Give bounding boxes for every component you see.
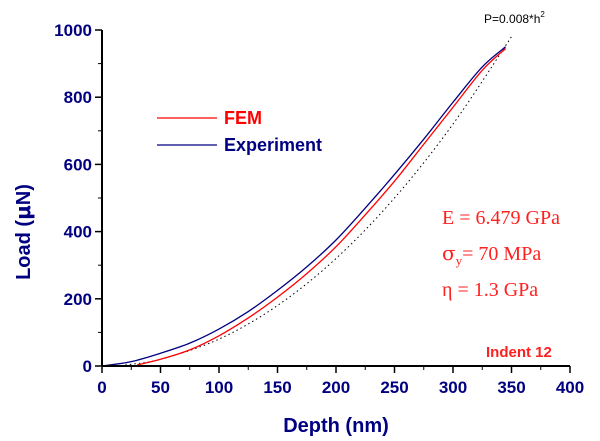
series-line-experiment — [101, 46, 507, 367]
legend-label-experiment: Experiment — [224, 135, 322, 155]
annotation-modulus: E = 6.479 GPa — [442, 207, 560, 229]
x-tick-label: 0 — [97, 378, 106, 397]
fit-equation-label: P=0.008*h2 — [484, 10, 545, 26]
x-tick-label: 300 — [439, 378, 467, 397]
annotation-indent-label: Indent 12 — [486, 344, 552, 361]
x-tick-label: 150 — [263, 378, 291, 397]
legend: FEM Experiment — [157, 108, 322, 155]
x-tick-label: 400 — [556, 378, 584, 397]
y-tick-label: 800 — [64, 88, 92, 107]
annotation-yield-stress: σy= 70 MPa — [442, 241, 541, 268]
fit-curve-line — [125, 36, 512, 366]
annotation-eta: η = 1.3 GPa — [442, 279, 538, 301]
x-axis-title: Depth (nm) — [283, 415, 389, 437]
legend-label-fem: FEM — [224, 108, 262, 128]
plot-area — [101, 36, 512, 367]
series-line-fem — [136, 48, 507, 366]
axes: 0 50 100 150 200 250 300 350 400 0 200 400 600 800 100… — [54, 21, 584, 397]
x-tick-label: 50 — [151, 378, 170, 397]
y-tick-label: 200 — [64, 290, 92, 309]
y-tick-label: 600 — [64, 155, 92, 174]
x-tick-label: 200 — [322, 378, 350, 397]
y-axis-title: Load (μN) — [11, 184, 35, 280]
y-tick-label: 400 — [64, 223, 92, 242]
y-tick-label: 1000 — [54, 21, 92, 40]
x-tick-label: 250 — [380, 378, 408, 397]
y-tick-label: 0 — [83, 357, 92, 376]
x-tick-label: 350 — [497, 378, 525, 397]
x-tick-label: 100 — [205, 378, 233, 397]
